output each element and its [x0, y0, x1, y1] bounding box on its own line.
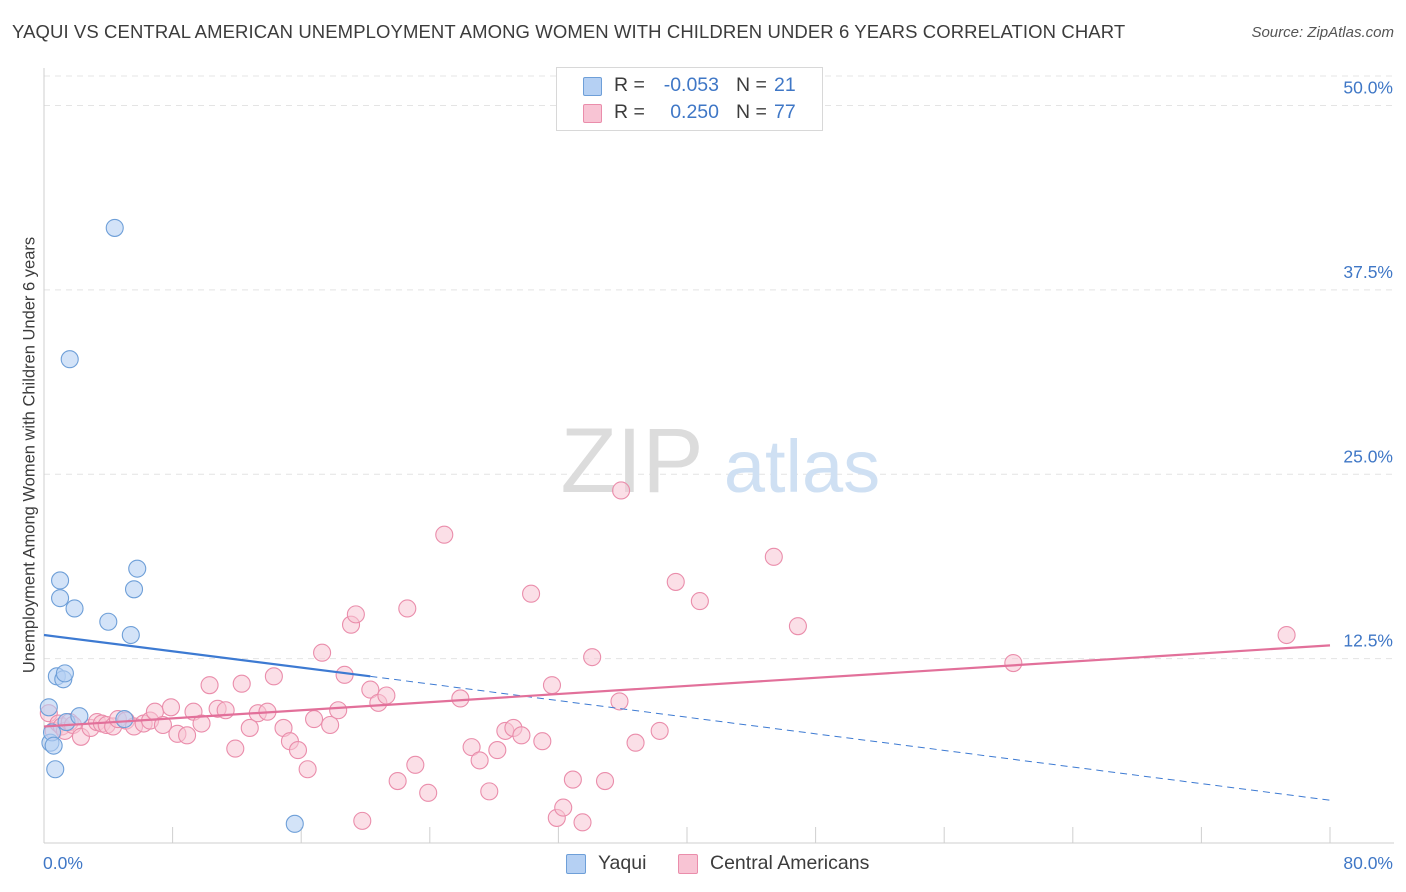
central-americans-point	[595, 771, 615, 791]
central-americans-point	[451, 689, 470, 708]
central-americans-trend-line	[43, 644, 1331, 728]
yaqui-points	[39, 218, 304, 833]
central-americans-point	[626, 733, 645, 752]
x-tick-labels: 0.0% 80.0%	[43, 853, 1393, 873]
watermark-zip: ZIP	[560, 410, 703, 512]
trend-lines	[43, 633, 1331, 801]
source-label: Source: ZipAtlas.com	[1251, 24, 1394, 41]
central-americans-point	[488, 741, 507, 760]
r-label: R =	[614, 101, 645, 123]
central-americans-point	[533, 732, 552, 751]
y-tick-label: 37.5%	[1343, 262, 1393, 282]
central-americans-point	[200, 676, 219, 695]
central-americans-point	[398, 599, 417, 618]
central-americans-point	[690, 592, 709, 611]
central-americans-point	[288, 741, 308, 760]
yaqui-point	[70, 707, 89, 726]
n-label: N =	[736, 74, 767, 96]
n-value: 77	[774, 101, 796, 123]
central-americans-point	[610, 692, 629, 711]
central-americans-point	[361, 680, 380, 699]
central-americans-point	[240, 718, 259, 738]
central-americans-point	[650, 721, 669, 740]
central-americans-point	[377, 686, 396, 705]
central-americans-point	[346, 605, 365, 624]
central-americans-swatch	[678, 854, 698, 874]
r-value: 0.250	[670, 101, 719, 123]
central-americans-point	[264, 667, 283, 686]
central-americans-point	[406, 755, 425, 774]
y-tick-label: 12.5%	[1343, 631, 1393, 651]
x-tick-label-max: 80.0%	[1343, 853, 1393, 873]
central-americans-point	[612, 481, 631, 500]
central-americans-point	[388, 771, 407, 791]
central-americans-point	[1277, 625, 1296, 645]
yaqui-point	[285, 814, 304, 833]
central-americans-point	[470, 751, 489, 770]
central-americans-swatch	[583, 104, 602, 123]
r-label: R =	[614, 74, 645, 96]
central-americans-point	[226, 739, 245, 758]
legend-label: Yaqui	[598, 852, 647, 874]
central-americans-point	[313, 643, 332, 662]
central-americans-point	[480, 782, 499, 801]
central-americans-point	[554, 798, 573, 817]
r-value: -0.053	[663, 74, 719, 96]
yaqui-point	[115, 710, 134, 729]
n-value: 21	[774, 74, 796, 96]
yaqui-point	[60, 350, 79, 369]
watermark-atlas: atlas	[724, 425, 880, 508]
central-americans-point	[563, 770, 582, 789]
central-americans-point	[321, 715, 340, 735]
x-tick-label-min: 0.0%	[43, 853, 83, 873]
central-americans-point	[298, 760, 317, 779]
central-americans-point	[153, 715, 173, 735]
central-americans-point	[788, 617, 807, 636]
yaqui-trend-line	[43, 633, 371, 678]
central-americans-point	[329, 701, 348, 720]
yaqui-point	[51, 589, 70, 608]
central-americans-point	[666, 572, 685, 591]
y-tick-label: 25.0%	[1343, 446, 1393, 466]
yaqui-point	[46, 760, 65, 779]
yaqui-trend-extension	[370, 675, 1331, 801]
central-americans-point	[573, 813, 592, 832]
central-americans-point	[192, 714, 211, 733]
yaqui-point	[121, 625, 140, 645]
central-americans-point	[583, 648, 602, 667]
yaqui-point	[128, 559, 147, 578]
y-tick-label: 50.0%	[1343, 78, 1393, 98]
yaqui-point	[65, 599, 84, 618]
central-americans-point	[1004, 653, 1023, 673]
yaqui-point	[51, 571, 70, 590]
central-americans-point	[419, 783, 438, 802]
central-americans-points	[39, 481, 1296, 832]
central-americans-point	[764, 547, 783, 566]
yaqui-point	[105, 218, 124, 237]
central-americans-point	[512, 726, 531, 745]
yaqui-point	[55, 664, 74, 683]
legend-label: Central Americans	[710, 852, 870, 874]
chart-title: YAQUI VS CENTRAL AMERICAN UNEMPLOYMENT A…	[12, 21, 1126, 42]
yaqui-swatch	[583, 77, 602, 96]
central-americans-point	[232, 674, 251, 693]
central-americans-point	[542, 676, 562, 695]
yaqui-swatch	[566, 854, 586, 874]
central-americans-point	[178, 726, 197, 745]
central-americans-point	[353, 811, 372, 830]
central-americans-point	[161, 698, 181, 717]
yaqui-point	[39, 698, 58, 717]
correlation-legend: R = -0.053 N = 21 R = 0.250 N = 77	[556, 67, 823, 131]
yaqui-point	[99, 612, 118, 631]
yaqui-point	[124, 580, 144, 599]
n-label: N =	[736, 101, 767, 123]
grid-lines	[44, 75, 1394, 660]
central-americans-point	[435, 525, 454, 544]
yaqui-point	[44, 736, 63, 755]
y-tick-labels: 12.5% 25.0% 37.5% 50.0%	[1343, 78, 1393, 651]
central-americans-point	[462, 738, 481, 757]
central-americans-point	[522, 584, 541, 603]
central-americans-point	[305, 710, 324, 729]
